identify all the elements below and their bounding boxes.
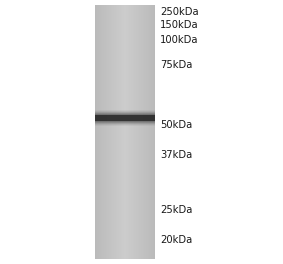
Bar <box>111 5 112 259</box>
Bar <box>149 5 150 259</box>
Bar <box>152 5 153 259</box>
Bar <box>95 5 96 259</box>
Bar <box>150 5 151 259</box>
Bar <box>98 5 99 259</box>
Bar <box>140 5 141 259</box>
Bar <box>136 5 137 259</box>
Bar <box>95 115 155 121</box>
Text: 50kDa: 50kDa <box>160 120 192 130</box>
Bar <box>145 5 146 259</box>
Bar <box>153 5 154 259</box>
Bar <box>139 5 140 259</box>
Bar <box>125 5 126 259</box>
Bar <box>105 5 106 259</box>
Bar <box>146 5 147 259</box>
Bar <box>147 5 148 259</box>
Bar <box>142 5 143 259</box>
Bar <box>102 5 103 259</box>
Bar <box>107 5 108 259</box>
Bar <box>95 112 155 124</box>
Bar <box>119 5 120 259</box>
Bar <box>128 5 129 259</box>
Bar <box>122 5 123 259</box>
Bar <box>118 5 119 259</box>
Bar <box>143 5 144 259</box>
Bar <box>95 113 155 123</box>
Bar <box>120 5 121 259</box>
Bar <box>95 110 155 126</box>
Bar <box>116 5 117 259</box>
Bar <box>154 5 155 259</box>
Bar <box>114 5 115 259</box>
Bar <box>137 5 138 259</box>
Bar <box>104 5 105 259</box>
Bar <box>97 5 98 259</box>
Bar <box>95 114 155 122</box>
Bar <box>113 5 114 259</box>
Bar <box>112 5 113 259</box>
Bar <box>96 5 97 259</box>
Bar <box>151 5 152 259</box>
Bar <box>141 5 142 259</box>
Bar <box>106 5 107 259</box>
Bar <box>124 5 125 259</box>
Bar <box>138 5 139 259</box>
Bar <box>109 5 110 259</box>
Text: 37kDa: 37kDa <box>160 150 192 160</box>
Bar <box>110 5 111 259</box>
Bar <box>123 5 124 259</box>
Bar <box>99 5 100 259</box>
Bar <box>135 5 136 259</box>
Bar <box>144 5 145 259</box>
Text: 150kDa: 150kDa <box>160 20 199 30</box>
Bar <box>148 5 149 259</box>
Bar <box>127 5 128 259</box>
Text: 75kDa: 75kDa <box>160 60 192 70</box>
Bar <box>131 5 132 259</box>
Bar <box>126 5 127 259</box>
Bar <box>132 5 133 259</box>
Text: 100kDa: 100kDa <box>160 35 198 45</box>
Bar <box>100 5 101 259</box>
Text: 250kDa: 250kDa <box>160 7 199 17</box>
Bar <box>117 5 118 259</box>
Bar <box>130 5 131 259</box>
Text: 25kDa: 25kDa <box>160 205 192 215</box>
Bar <box>129 5 130 259</box>
Bar <box>133 5 134 259</box>
Bar <box>134 5 135 259</box>
Bar <box>95 111 155 125</box>
Bar <box>121 5 122 259</box>
Bar <box>103 5 104 259</box>
Bar <box>101 5 102 259</box>
Bar <box>115 5 116 259</box>
Text: 20kDa: 20kDa <box>160 235 192 245</box>
Bar <box>108 5 109 259</box>
